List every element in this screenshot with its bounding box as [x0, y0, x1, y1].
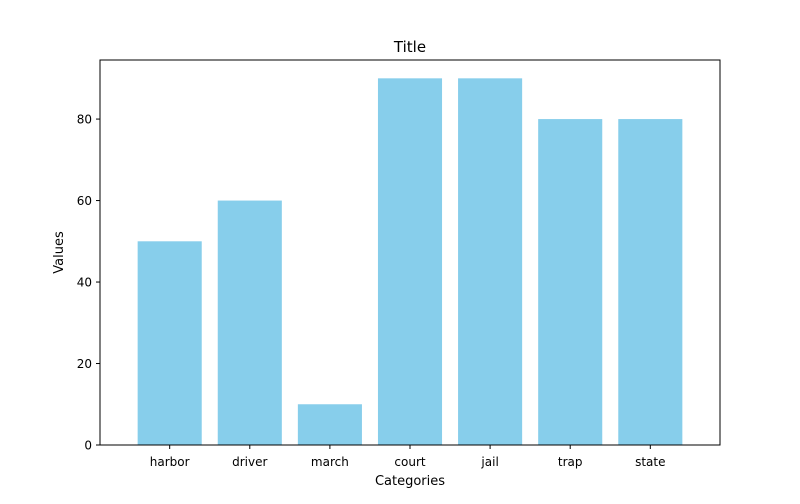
y-tick-label: 80: [77, 113, 92, 127]
y-axis-ticks: 0 20 40 60 80: [77, 113, 100, 453]
x-tick-label: march: [311, 455, 349, 469]
x-tick-label: court: [394, 455, 425, 469]
x-axis-label: Categories: [375, 474, 445, 489]
bar-state: [618, 119, 683, 445]
bar-court: [377, 78, 443, 445]
plot-frame: [99, 59, 721, 446]
y-tick-label: 0: [84, 439, 92, 453]
x-tick-label: driver: [232, 455, 267, 469]
bar-driver: [217, 200, 282, 445]
bar-march: [297, 404, 362, 445]
bar-trap: [538, 119, 603, 445]
x-tick-label: harbor: [150, 455, 190, 469]
y-tick-label: 60: [77, 194, 92, 208]
bars-group: [137, 78, 683, 445]
x-tick-label: state: [635, 455, 665, 469]
bar-harbor: [137, 241, 202, 445]
x-axis-ticks: harbor driver march court jail trap state: [150, 445, 666, 469]
y-tick-label: 40: [77, 276, 92, 290]
chart-title: Title: [393, 38, 426, 56]
x-tick-label: trap: [558, 455, 583, 469]
y-tick-label: 20: [77, 357, 92, 371]
y-axis-label: Values: [52, 231, 67, 274]
bar-jail: [458, 78, 523, 445]
x-tick-label: jail: [480, 455, 498, 469]
